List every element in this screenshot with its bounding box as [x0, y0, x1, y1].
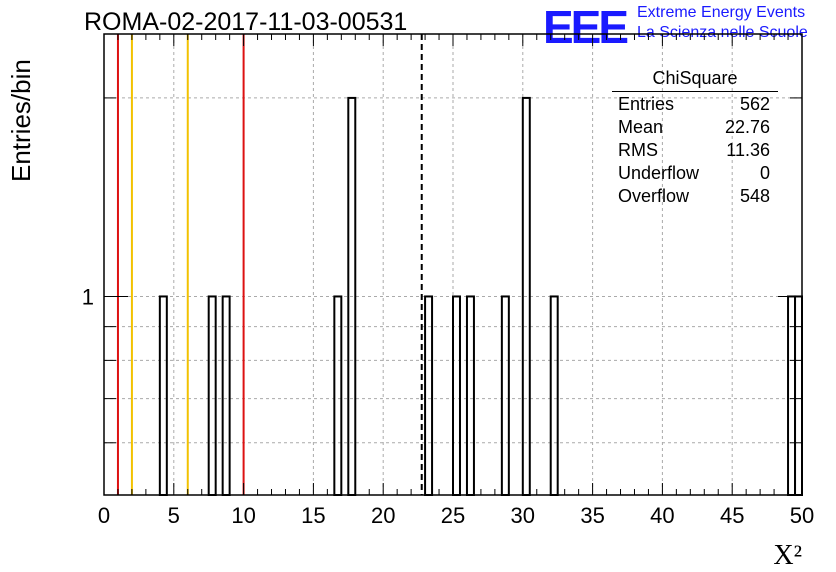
- x-tick-label: 10: [231, 503, 255, 528]
- stats-label: Mean: [618, 117, 664, 137]
- stats-row-overflow: Overflow 548: [612, 185, 778, 208]
- x-tick-label: 35: [580, 503, 604, 528]
- stats-label: Entries: [618, 94, 675, 114]
- x-tick-label: 20: [371, 503, 395, 528]
- stats-box: ChiSquare Entries 562 Mean 22.76 RMS 11.…: [612, 68, 778, 208]
- stats-value: 22.76: [724, 117, 770, 137]
- x-tick-label: 0: [98, 503, 110, 528]
- eee-logo: EEE: [543, 1, 629, 53]
- x-tick-label: 30: [511, 503, 535, 528]
- stats-row-mean: Mean 22.76: [612, 116, 778, 139]
- x-axis-label: X²: [773, 540, 802, 571]
- x-tick-label: 40: [650, 503, 674, 528]
- stats-row-rms: RMS 11.36: [612, 139, 778, 162]
- x-tick-label: 5: [168, 503, 180, 528]
- stats-label: RMS: [618, 140, 658, 160]
- logo-line-1: Extreme Energy Events: [637, 4, 806, 21]
- x-tick-label: 15: [301, 503, 325, 528]
- x-tick-label: 50: [790, 503, 814, 528]
- logo-line-2: La Scienza nelle Scuole: [637, 24, 808, 41]
- stats-value: 548: [739, 186, 770, 206]
- stats-value: 0: [759, 163, 770, 183]
- stats-label: Overflow: [618, 186, 690, 206]
- stats-label: Underflow: [618, 163, 700, 183]
- stats-row-underflow: Underflow 0: [612, 162, 778, 185]
- x-tick-label: 25: [441, 503, 465, 528]
- stats-value: 562: [739, 94, 770, 114]
- stats-title: ChiSquare: [612, 68, 778, 92]
- y-tick-label: 1: [82, 284, 94, 309]
- stats-row-entries: Entries 562: [612, 93, 778, 116]
- chart-title: ROMA-02-2017-11-03-00531: [84, 8, 408, 36]
- stats-value: 11.36: [726, 140, 770, 160]
- x-tick-label: 45: [720, 503, 744, 528]
